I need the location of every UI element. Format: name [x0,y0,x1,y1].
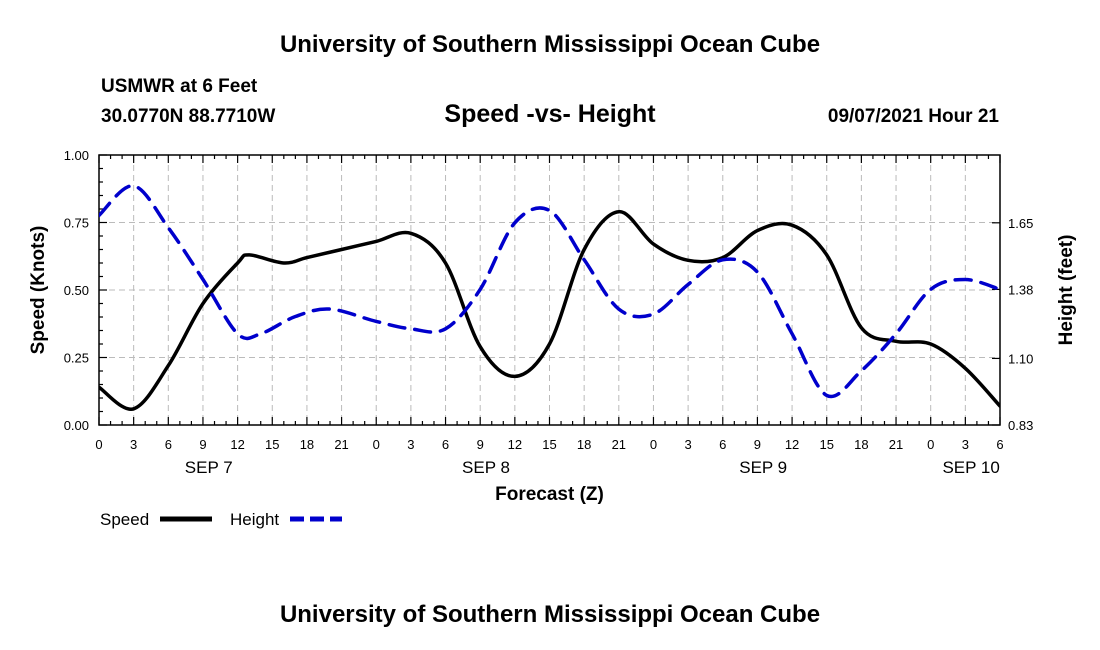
height-series-line [99,184,1000,399]
x-tick-label: 6 [996,437,1003,452]
x-tick-label: 12 [230,437,244,452]
x-tick-label: 9 [199,437,206,452]
y-tick-label: 0.75 [64,216,89,231]
x-tick-label: 21 [889,437,903,452]
y2-tick-label: 1.65 [1008,216,1033,231]
x-tick-label: 0 [650,437,657,452]
date-label: SEP 7 [185,458,233,477]
legend-label-height: Height [230,510,279,529]
date-label: SEP 9 [739,458,787,477]
x-tick-label: 0 [373,437,380,452]
x-axis-title: Forecast (Z) [495,484,604,505]
x-tick-label: 9 [754,437,761,452]
y-tick-label: 0.50 [64,283,89,298]
x-tick-label: 18 [300,437,314,452]
date-label: SEP 8 [462,458,510,477]
page-title: University of Southern Mississippi Ocean… [279,31,821,58]
x-tick-label: 0 [927,437,934,452]
y-tick-label: 1.00 [64,148,89,163]
x-tick-label: 6 [165,437,172,452]
y2-tick-label: 1.38 [1008,282,1033,297]
x-tick-label: 0 [95,437,102,452]
x-tick-label: 3 [962,437,969,452]
x-tick-label: 21 [612,437,626,452]
x-tick-label: 6 [442,437,449,452]
x-tick-label: 3 [130,437,137,452]
x-tick-label: 15 [542,437,556,452]
coordinates-label: 30.0770N 88.7710W [101,106,276,127]
x-tick-label: 6 [719,437,726,452]
x-tick-label: 12 [785,437,799,452]
x-tick-label: 3 [684,437,691,452]
y-axis-title: Speed (Knots) [28,226,49,355]
x-tick-label: 12 [508,437,522,452]
forecast-datetime: 09/07/2021 Hour 21 [827,106,999,127]
station-label: USMWR at 6 Feet [101,76,258,97]
y-tick-label: 0.25 [64,351,89,366]
speed-series-line [99,209,1000,411]
x-tick-label: 18 [854,437,868,452]
footer-title: University of Southern Mississippi Ocean… [279,601,821,628]
legend-label-speed: Speed [100,510,149,529]
x-tick-label: 3 [407,437,414,452]
x-tick-label: 15 [265,437,279,452]
y-tick-label: 0.00 [64,418,89,433]
x-tick-label: 15 [819,437,833,452]
x-tick-label: 18 [577,437,591,452]
y2-tick-label: 1.10 [1008,351,1033,366]
x-tick-label: 9 [477,437,484,452]
y2-tick-label: 0.83 [1008,418,1033,433]
date-label: SEP 10 [942,458,999,477]
chart-subtitle: Speed -vs- Height [444,100,656,128]
y2-axis-title: Height (feet) [1056,235,1077,346]
x-tick-label: 21 [334,437,348,452]
